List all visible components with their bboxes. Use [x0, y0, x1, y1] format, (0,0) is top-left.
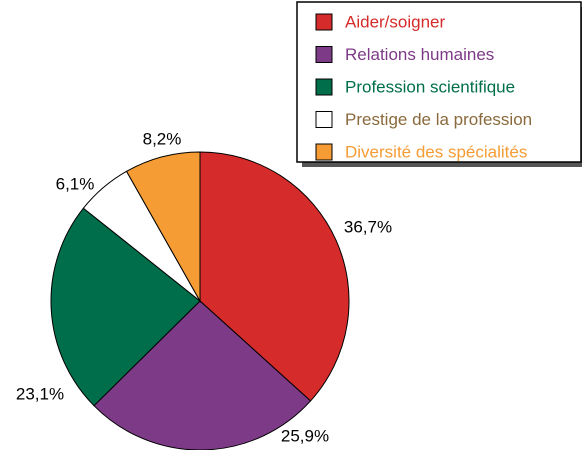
legend-label: Diversité des spécialités — [345, 142, 527, 161]
slice-label: 36,7% — [344, 217, 392, 236]
slice-label: 23,1% — [16, 384, 64, 403]
slice-label: 6,1% — [56, 174, 95, 193]
legend-box — [296, 1, 582, 163]
legend-swatch — [315, 78, 333, 96]
legend-label: Profession scientifique — [345, 77, 515, 96]
slice-label: 8,2% — [143, 129, 182, 148]
pie — [50, 151, 350, 450]
legend-label: Aider/soigner — [345, 12, 446, 31]
legend-swatch — [315, 46, 333, 63]
legend: Aider/soigner Relations humaines Professio… — [296, 1, 582, 167]
legend-swatch — [315, 143, 333, 161]
pie-slice — [50, 207, 201, 407]
pie-slice — [125, 151, 201, 303]
legend-swatch — [315, 111, 333, 128]
slice-label: 25,9% — [281, 426, 329, 445]
legend-label: Prestige de la profession — [345, 110, 532, 129]
legend-label: Relations humaines — [345, 45, 494, 64]
pie-slice — [199, 151, 350, 402]
legend-swatch — [315, 13, 333, 31]
